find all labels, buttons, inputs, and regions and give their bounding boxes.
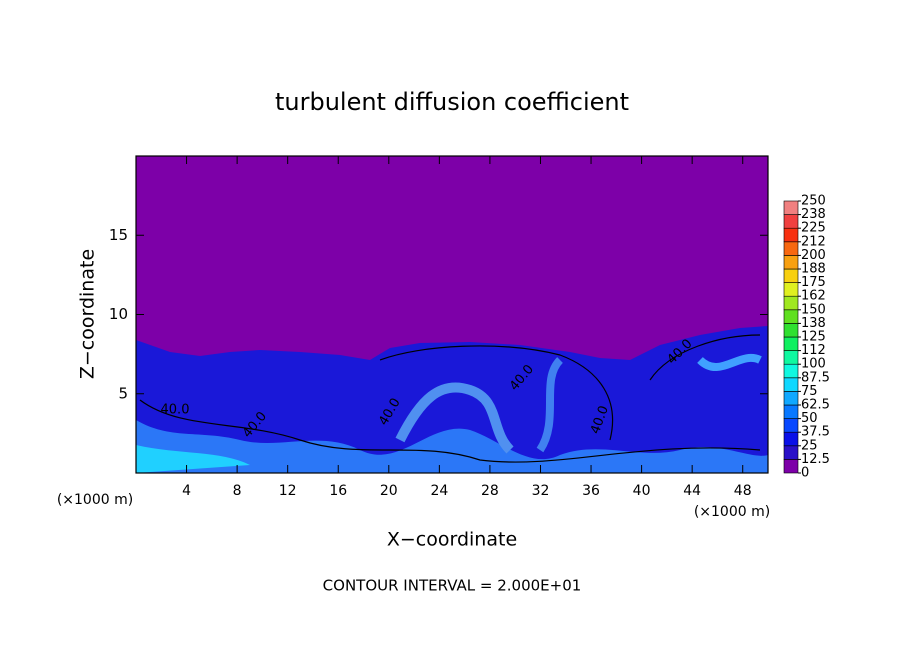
colorbar-label: 212 (801, 234, 826, 249)
colorbar-box (783, 336, 799, 351)
colorbar-label: 138 (801, 316, 826, 331)
colorbar-box (783, 404, 799, 419)
x-tick-label: 16 (329, 483, 347, 499)
colorbar-label: 62.5 (801, 398, 830, 413)
x-axis-title: X−coordinate (387, 529, 517, 551)
colorbar-label: 150 (801, 302, 826, 317)
field-region (136, 326, 768, 473)
field-swirl (697, 354, 762, 371)
colorbar-box (783, 255, 799, 270)
y-tick-label: 15 (109, 226, 128, 244)
colorbar-label: 162 (801, 289, 826, 304)
colorbar-box (783, 268, 799, 283)
y-axis-title: Z−coordinate (77, 249, 99, 379)
colorbar-label: 0 (801, 466, 809, 481)
x-unit-label: (×1000 m) (57, 492, 133, 508)
colorbar-label: 87.5 (801, 370, 830, 385)
colorbar-box (783, 431, 799, 447)
x-tick-label: 44 (683, 483, 701, 499)
colorbar-box (783, 350, 799, 365)
colorbar-box (783, 200, 799, 215)
colorbar-box (783, 241, 799, 256)
colorbar-box (783, 295, 799, 311)
field-swirl (395, 382, 514, 454)
colorbar-label: 112 (801, 343, 826, 358)
colorbar-label: 125 (801, 330, 826, 345)
colorbar-label: 175 (801, 275, 826, 290)
colorbar-box (783, 309, 799, 324)
y-tick-label: 5 (118, 384, 128, 402)
colorbar-box (783, 391, 799, 406)
contour-line (139, 399, 761, 463)
field-band (136, 420, 768, 473)
x-tick-label: 48 (734, 483, 752, 499)
x-tick-label: 24 (430, 483, 448, 499)
x-tick-label: 20 (380, 483, 398, 499)
colorbar-label: 188 (801, 262, 826, 277)
field-swirl (536, 357, 564, 453)
colorbar-label: 225 (801, 221, 826, 236)
colorbar-box (783, 459, 799, 474)
colorbar-box (783, 227, 799, 243)
colorbar-label: 50 (801, 411, 818, 426)
x-tick-label: 12 (279, 483, 297, 499)
x-tick-label: 4 (182, 483, 191, 499)
colorbar-label: 100 (801, 357, 826, 372)
colorbar-box (783, 214, 799, 229)
x-tick-label: 28 (481, 483, 499, 499)
colorbar-label: 238 (801, 207, 826, 222)
contour-line (649, 334, 761, 381)
y-tick-label: 10 (109, 305, 128, 323)
colorbar-label: 37.5 (801, 425, 830, 440)
chart-title: turbulent diffusion coefficient (275, 88, 629, 116)
colorbar-box (783, 445, 799, 460)
colorbar-label: 200 (801, 248, 826, 263)
colorbar-label: 75 (801, 384, 818, 399)
colorbar-box (783, 323, 799, 338)
colorbar-box (783, 363, 799, 379)
colorbar-label: 250 (801, 194, 826, 209)
x-tick-label: 36 (582, 483, 600, 499)
colorbar-box (783, 418, 799, 433)
footer-note: CONTOUR INTERVAL = 2.000E+01 (323, 577, 582, 595)
contour-line (379, 345, 614, 441)
colorbar-label: 25 (801, 438, 818, 453)
colorbar-box (783, 282, 799, 297)
contour-label: 40.0 (161, 403, 190, 418)
colorbar-label: 12.5 (801, 452, 830, 467)
x-tick-label: 40 (633, 483, 651, 499)
field-band (136, 445, 250, 473)
x-tick-label: 8 (233, 483, 242, 499)
colorbar-box (783, 377, 799, 392)
x-unit-label: (×1000 m) (694, 504, 770, 520)
x-tick-label: 32 (532, 483, 550, 499)
